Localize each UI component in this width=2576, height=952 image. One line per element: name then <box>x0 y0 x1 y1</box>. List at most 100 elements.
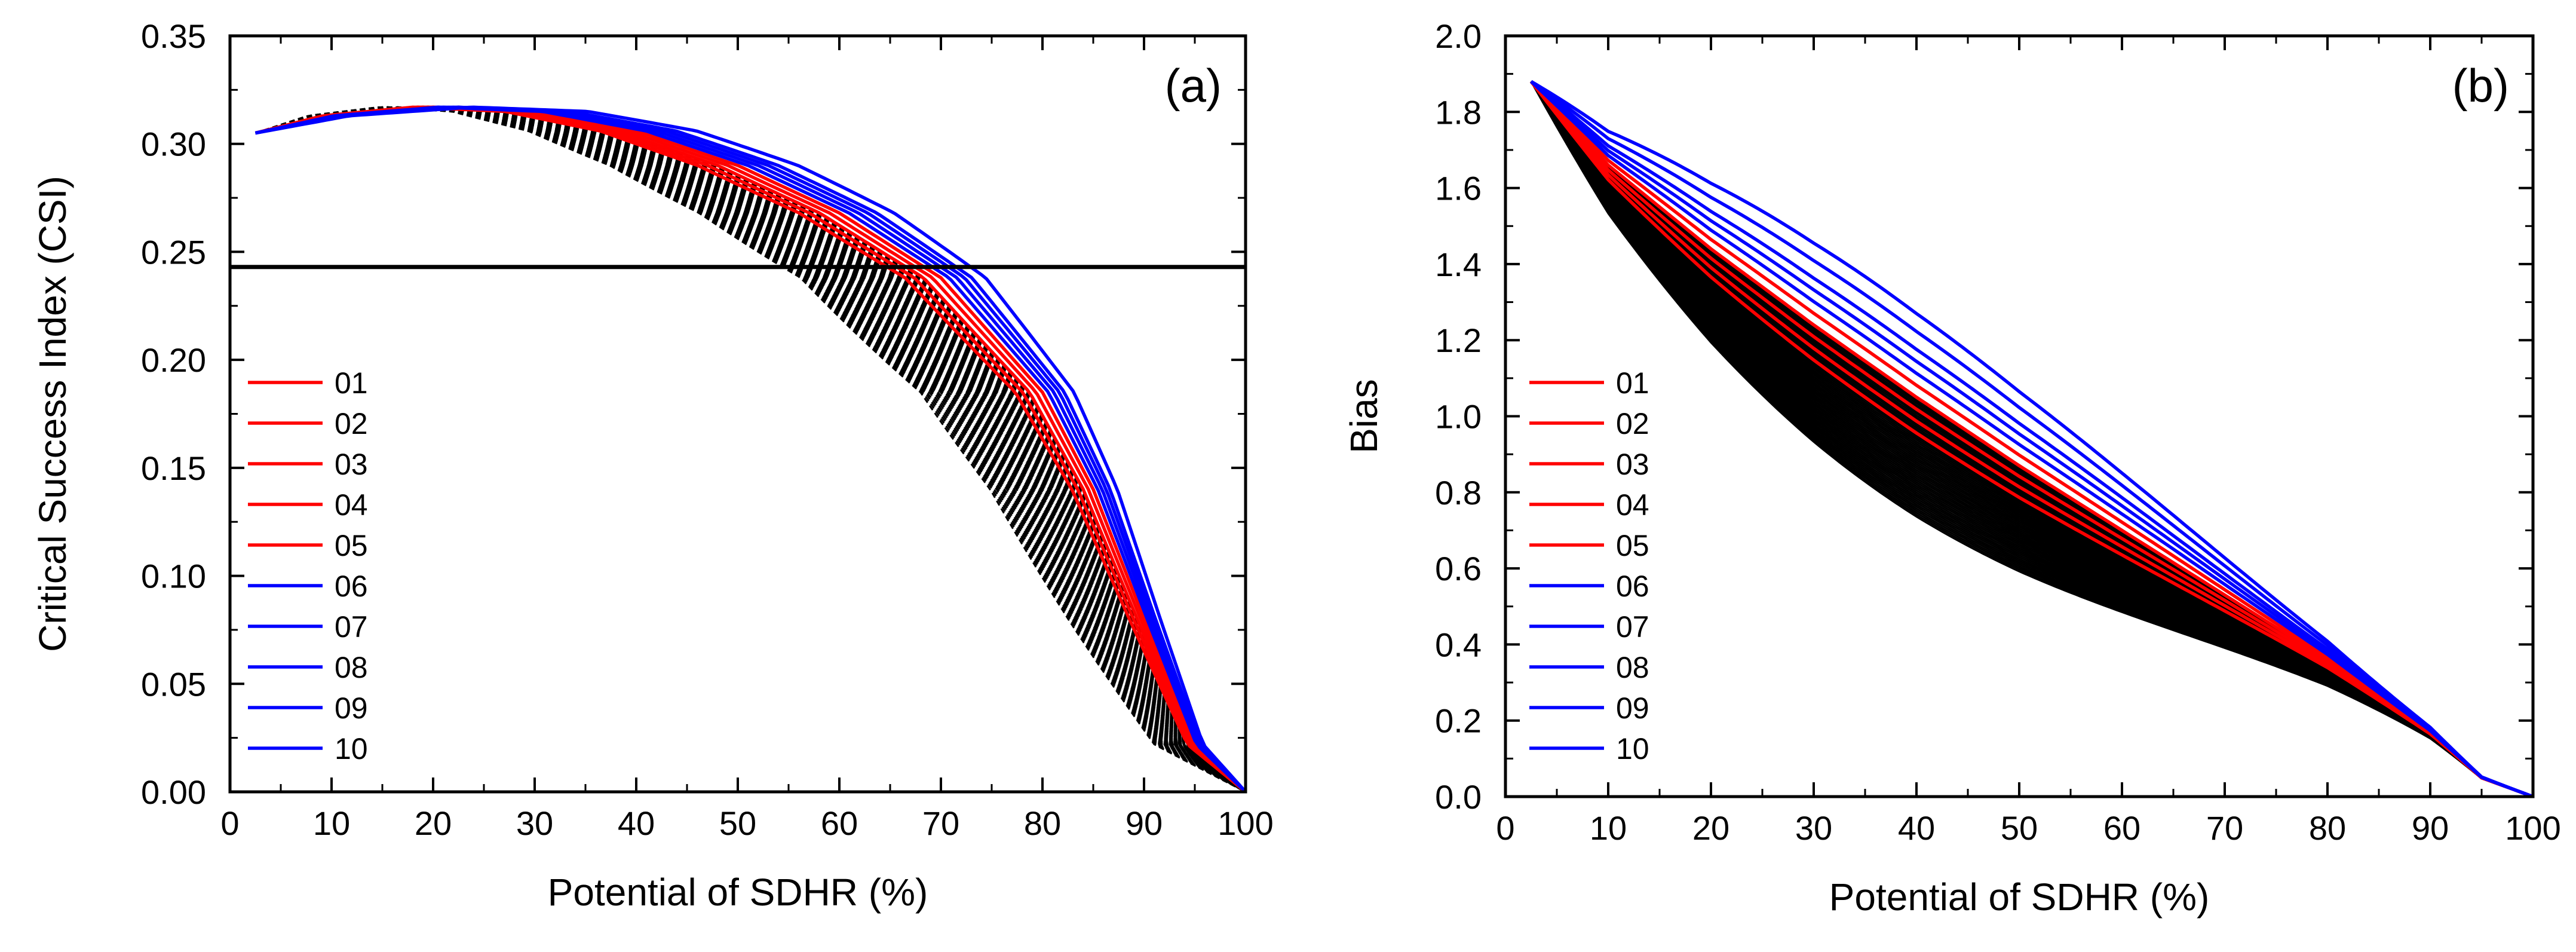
background-series-line <box>255 106 1246 792</box>
y-tick-label: 0.8 <box>1435 474 1482 512</box>
series-line-07 <box>254 105 1246 792</box>
series-line-08 <box>254 105 1246 792</box>
panel-b: 0 10 20 30 40 50 60 70 80 90 1000.00.20.40.60.81.0… <box>1342 17 2561 919</box>
x-tick-label: 80 <box>2309 809 2346 847</box>
x-tick-label: 60 <box>2103 809 2140 847</box>
y-tick-label: 0.30 <box>141 125 206 163</box>
background-series-line <box>255 106 1246 792</box>
background-series-line <box>255 106 1246 792</box>
x-tick-label: 100 <box>2505 809 2560 847</box>
x-tick-label: 10 <box>313 804 350 842</box>
legend-label-05: 05 <box>335 529 368 562</box>
legend-label-01: 01 <box>335 366 368 400</box>
background-series-line <box>255 106 1246 792</box>
legend-label-02: 02 <box>1616 407 1649 440</box>
background-series-line <box>255 106 1246 792</box>
background-series-line <box>255 106 1246 792</box>
x-tick-label: 0 <box>220 804 239 842</box>
legend-label-04: 04 <box>335 488 368 522</box>
background-series-line <box>255 106 1246 792</box>
legend: 01 02 03 04 05 06 07 08 09 10 <box>1529 366 1649 766</box>
y-tick-label: 0.6 <box>1435 550 1482 587</box>
background-series-line <box>255 106 1246 792</box>
legend-label-08: 08 <box>335 651 368 684</box>
background-series-line <box>255 106 1246 792</box>
background-series-line <box>255 106 1246 792</box>
background-series-line <box>255 106 1246 792</box>
y-tick-label: 2.0 <box>1435 17 1482 55</box>
background-series-line <box>255 106 1246 792</box>
y-tick-label: 0.20 <box>141 341 206 379</box>
legend-label-07: 07 <box>335 610 368 644</box>
y-tick-label: 0.2 <box>1435 702 1482 740</box>
background-series-line <box>255 106 1246 792</box>
background-series-line <box>255 106 1246 792</box>
background-series-line <box>255 106 1246 792</box>
background-series-line <box>255 106 1246 792</box>
background-series-line <box>255 106 1246 792</box>
legend-label-05: 05 <box>1616 529 1649 562</box>
series-line-05 <box>254 105 1246 792</box>
y-tick-label: 1.0 <box>1435 398 1482 436</box>
legend: 01 02 03 04 05 06 07 08 09 10 <box>248 366 368 766</box>
series-line-10 <box>1530 80 2533 797</box>
y-tick-label: 1.2 <box>1435 322 1482 359</box>
background-series-line <box>255 106 1246 792</box>
x-tick-label: 30 <box>516 804 553 842</box>
y-tick-label: 1.6 <box>1435 170 1482 207</box>
y-tick-label: 0.15 <box>141 449 206 487</box>
background-series-line <box>255 106 1246 792</box>
x-axis-title: Potential of SDHR (%) <box>548 871 928 914</box>
background-series-line <box>255 106 1246 792</box>
x-tick-label: 40 <box>1898 809 1935 847</box>
y-tick-label: 0.4 <box>1435 626 1482 663</box>
legend-label-06: 06 <box>1616 570 1649 603</box>
y-tick-label: 0.05 <box>141 665 206 703</box>
background-series-line <box>255 106 1246 792</box>
x-tick-label: 80 <box>1024 804 1061 842</box>
background-series-line <box>255 106 1246 792</box>
background-series-line <box>255 106 1246 792</box>
background-series-line <box>255 106 1246 792</box>
background-series-line <box>255 106 1246 792</box>
x-tick-label: 90 <box>2412 809 2449 847</box>
background-series-line <box>255 106 1246 792</box>
legend-label-02: 02 <box>335 407 368 440</box>
y-tick-label: 0.00 <box>141 773 206 811</box>
x-tick-label: 10 <box>1590 809 1627 847</box>
legend-label-07: 07 <box>1616 610 1649 644</box>
background-series-line <box>255 106 1246 792</box>
series-line-06 <box>254 105 1246 792</box>
background-series-line <box>255 106 1246 792</box>
y-tick-label: 1.4 <box>1435 246 1482 283</box>
x-tick-label: 70 <box>922 804 959 842</box>
legend-label-09: 09 <box>1616 691 1649 725</box>
background-series-line <box>255 106 1246 792</box>
series-line-09 <box>1530 80 2533 797</box>
background-series-line <box>255 106 1246 792</box>
panel-label: (b) <box>2452 59 2509 112</box>
background-series-line <box>255 106 1246 792</box>
background-series-line <box>255 106 1246 792</box>
background-series-line <box>255 106 1246 792</box>
background-series-line <box>255 106 1246 792</box>
y-tick-label: 0.0 <box>1435 778 1482 816</box>
x-tick-label: 60 <box>821 804 858 842</box>
background-series-line <box>255 106 1246 792</box>
legend-label-06: 06 <box>335 570 368 603</box>
x-tick-label: 50 <box>2001 809 2038 847</box>
series-line-04 <box>254 105 1246 792</box>
x-tick-label: 20 <box>415 804 452 842</box>
background-series-line <box>255 106 1246 792</box>
background-series-line <box>255 106 1246 792</box>
background-series-line <box>255 106 1246 792</box>
y-tick-label: 1.8 <box>1435 93 1482 131</box>
plot-area <box>1529 80 2533 797</box>
x-tick-label: 40 <box>618 804 655 842</box>
background-series-line <box>255 106 1246 792</box>
x-tick-label: 70 <box>2206 809 2243 847</box>
background-series-line <box>255 106 1246 792</box>
plot-frame <box>228 34 1247 794</box>
background-series-line <box>255 106 1246 792</box>
